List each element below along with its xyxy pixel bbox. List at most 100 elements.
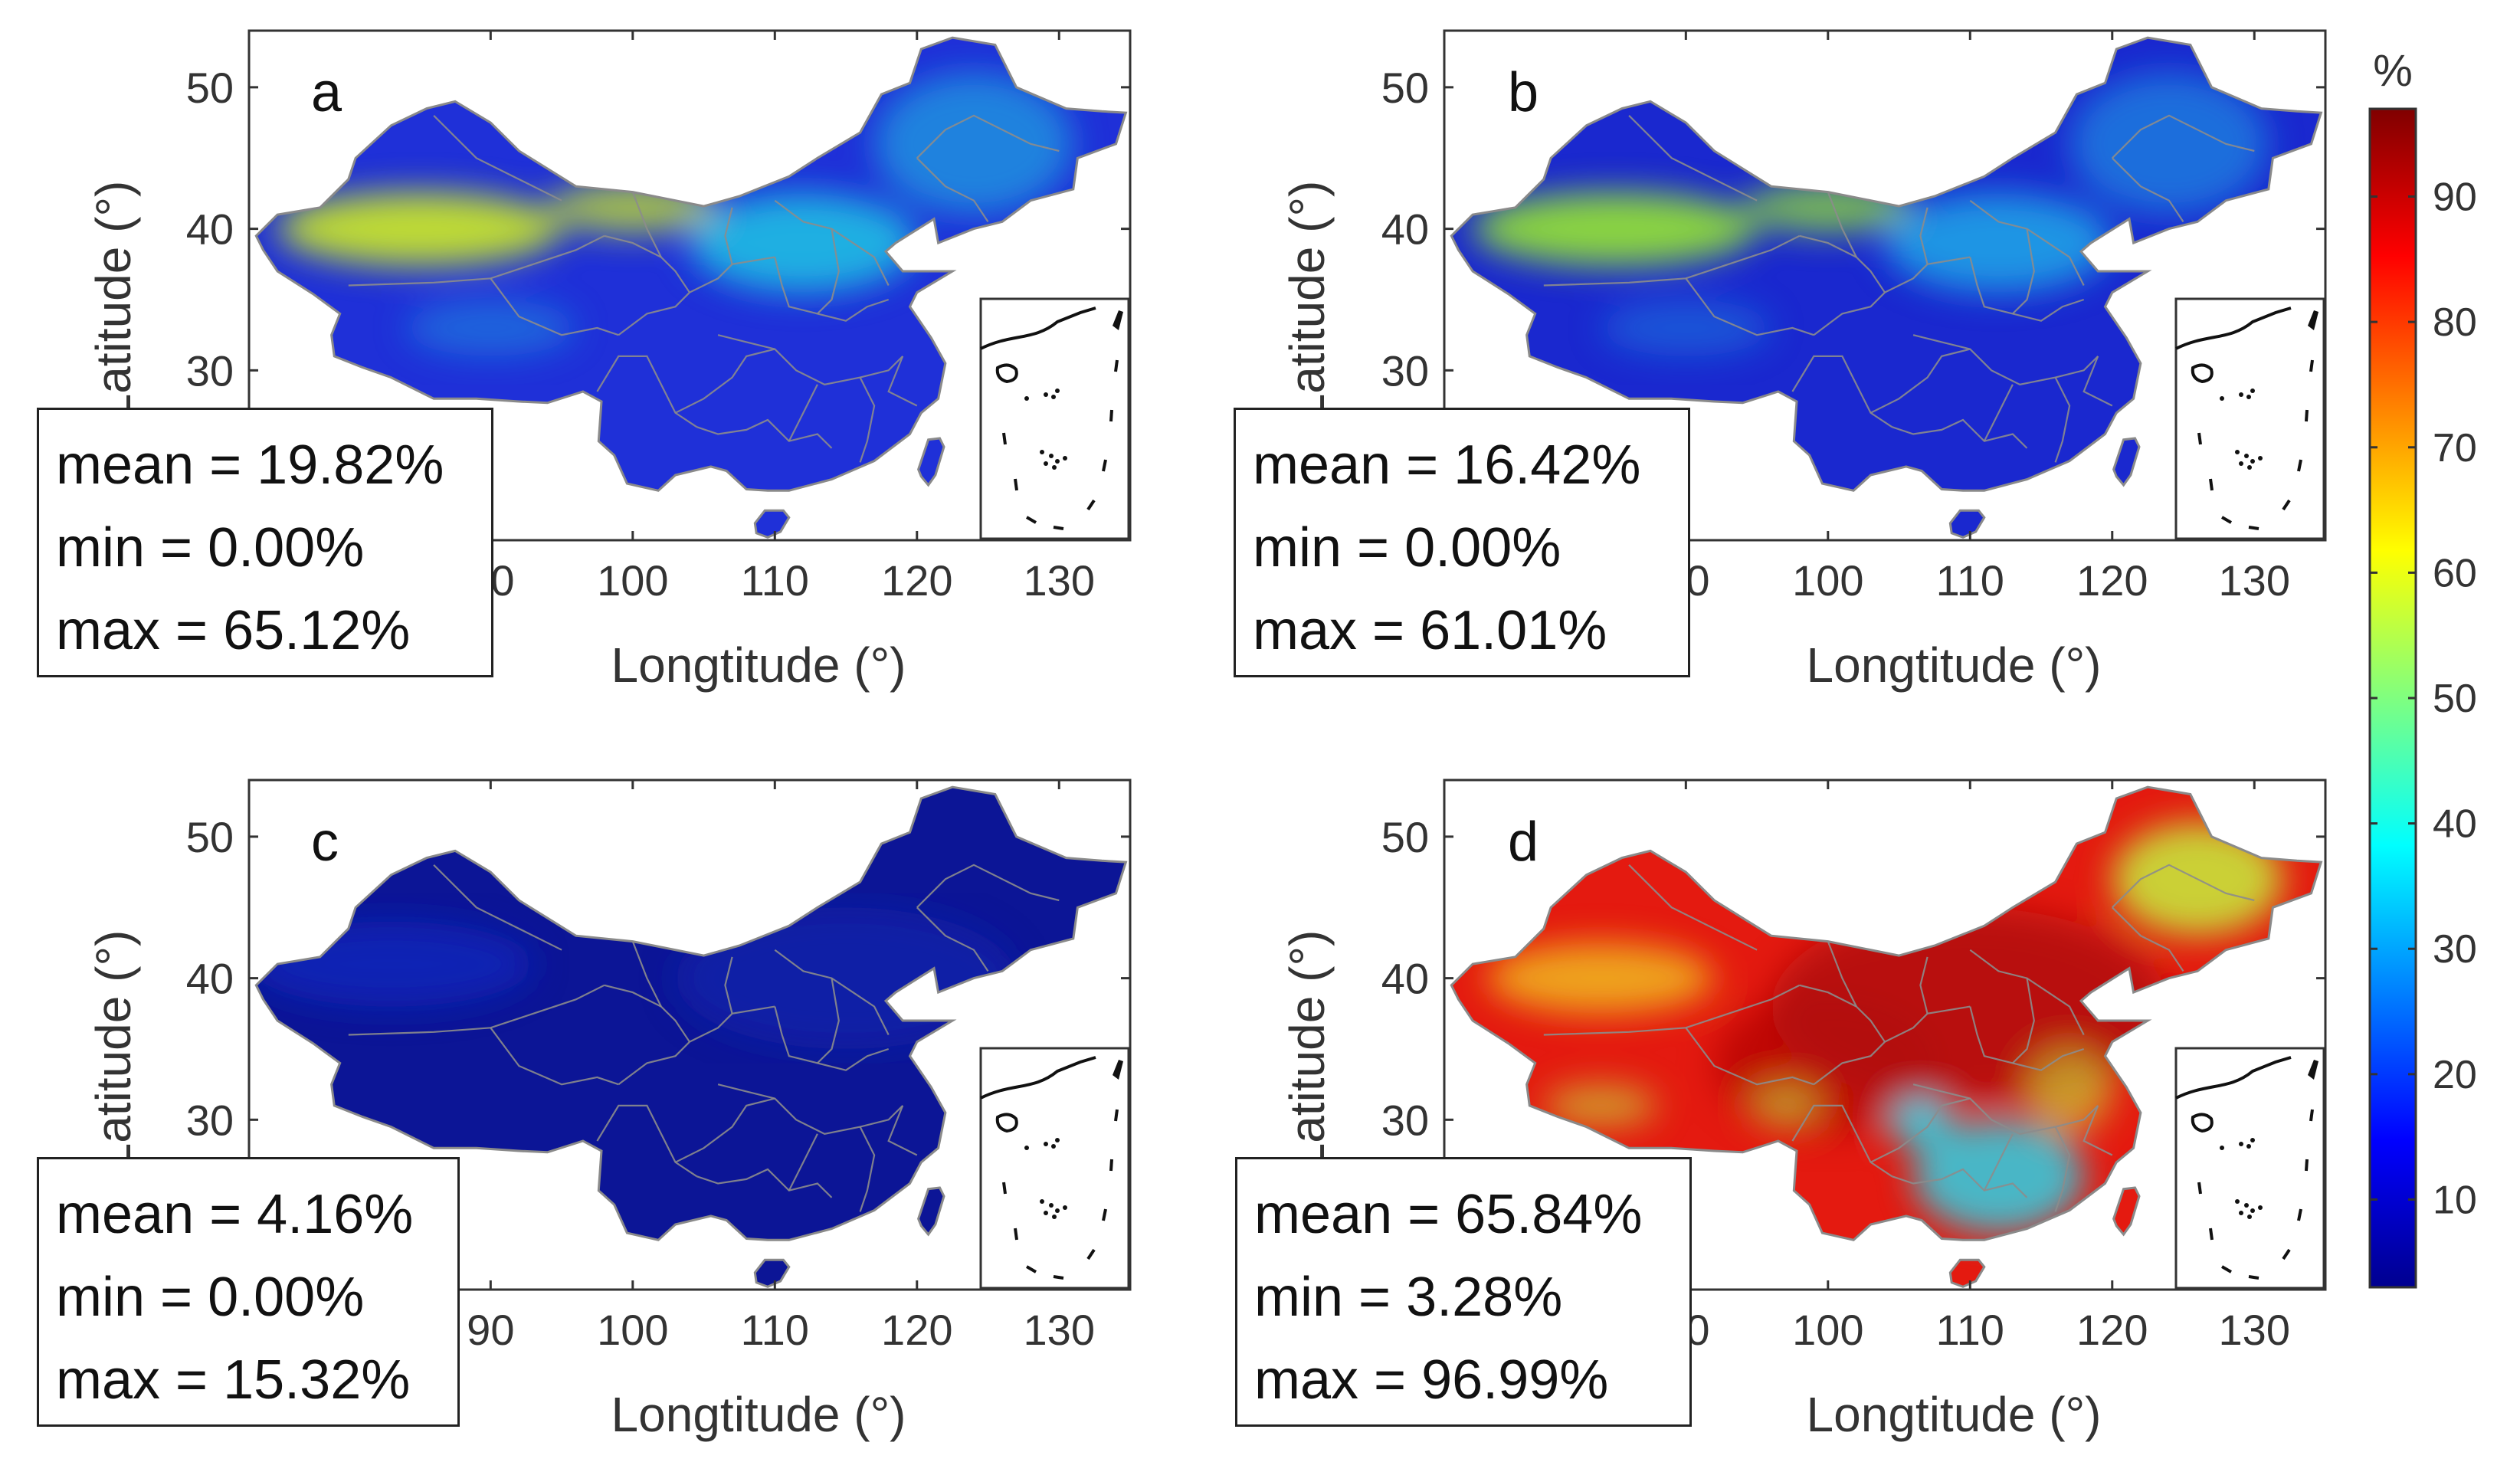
- province-boundary: [2012, 978, 2035, 1064]
- province-boundary: [1543, 984, 1801, 1036]
- province-boundary: [1969, 949, 2085, 1035]
- inset-island: [1063, 456, 1067, 461]
- province-boundary: [788, 384, 818, 442]
- x-tick-label: 130: [1024, 1306, 1095, 1354]
- stat-mean-b: mean = 16.42%: [1253, 434, 1641, 496]
- inset-coastline: [2175, 306, 2292, 350]
- inset-dash-line: [1102, 1208, 1107, 1221]
- map-outline-c: [254, 785, 1128, 1241]
- inset-island: [1044, 1211, 1048, 1215]
- y-tick-label: 50: [186, 64, 234, 112]
- map-hainan-a: [753, 509, 791, 539]
- x-tick-label: 110: [1936, 1306, 2004, 1354]
- province-boundary: [788, 1133, 818, 1192]
- province-boundary: [631, 941, 662, 1008]
- inset-dash-line: [1025, 1265, 1037, 1274]
- inset-dash-line: [1002, 1182, 1007, 1195]
- y-tick-label: 40: [186, 955, 234, 1003]
- panel-letter-b: b: [1508, 62, 1539, 123]
- inset-dash-line: [1109, 409, 1113, 422]
- x-axis-label: Longtitude (°): [611, 638, 906, 693]
- province-boundary: [348, 234, 605, 287]
- inset-taiwan: [2308, 1060, 2318, 1080]
- x-tick-label: 110: [741, 1306, 809, 1354]
- map-blob: [547, 182, 719, 234]
- province-boundary: [348, 984, 605, 1036]
- province-boundary: [916, 157, 989, 223]
- stat-min-a: min = 0.00%: [56, 517, 365, 579]
- colorbar-tick-label: 10: [2433, 1178, 2477, 1222]
- stats-box-c: mean = 4.16% min = 0.00% max = 15.32%: [37, 1157, 460, 1427]
- province-boundary: [1827, 941, 1857, 1008]
- x-tick-label: 100: [1792, 556, 1863, 605]
- y-axis-label: Latitude (°): [1280, 930, 1335, 1171]
- province-boundary: [2083, 356, 2113, 407]
- axes-frame-b: [1443, 29, 2327, 542]
- inset-hainan: [2191, 363, 2214, 384]
- inset-island: [1063, 1205, 1067, 1210]
- inset-island: [1055, 1208, 1060, 1213]
- map-blob: [1486, 942, 1715, 1014]
- inset-island: [1044, 392, 1048, 397]
- province-boundary: [490, 1027, 619, 1086]
- inset-dash-line: [2282, 499, 2291, 511]
- province-boundary: [596, 1104, 697, 1178]
- inset-island: [1051, 1144, 1056, 1149]
- province-boundary: [1912, 1083, 2099, 1135]
- map-taiwan-d: [2112, 1186, 2141, 1237]
- inset-dash-line: [2220, 1265, 2233, 1274]
- stat-mean-a: mean = 19.82%: [56, 434, 444, 496]
- inset-island: [2239, 461, 2243, 466]
- province-boundary: [433, 115, 562, 202]
- province-boundary: [2112, 906, 2184, 972]
- y-tick-label: 30: [1381, 1096, 1429, 1144]
- inset-island: [1044, 1142, 1048, 1146]
- inset-dash-line: [2248, 526, 2259, 530]
- y-tick-label: 50: [1381, 813, 1429, 861]
- inset-dash-line: [2309, 1109, 2314, 1122]
- inset-coastline: [980, 306, 1096, 350]
- inset-dash-line: [1014, 478, 1018, 491]
- y-tick-label: 30: [186, 346, 234, 395]
- inset-dash-line: [1114, 1109, 1119, 1122]
- map-blob: [1749, 1084, 1821, 1127]
- map-blob: [1601, 299, 1771, 356]
- province-boundary: [859, 377, 876, 463]
- inset-dash-line: [2220, 516, 2233, 524]
- axes-frame-a: [247, 29, 1132, 542]
- y-tick-label: 30: [1381, 346, 1429, 395]
- map-blob: [690, 193, 917, 293]
- stat-min-b: min = 0.00%: [1253, 517, 1561, 579]
- x-axis-label: Longtitude (°): [1807, 638, 2102, 693]
- map-blob: [256, 921, 533, 1007]
- province-boundary: [916, 114, 1060, 159]
- colorbar-tick-label: 80: [2433, 300, 2477, 345]
- inset-hainan: [995, 363, 1018, 384]
- map-blob: [1473, 192, 1758, 266]
- inset-island: [2235, 1199, 2240, 1204]
- inset-island: [1052, 465, 1057, 470]
- province-boundary: [490, 277, 619, 336]
- province-boundary: [675, 348, 775, 414]
- colorbar-tick-label: 40: [2433, 802, 2477, 847]
- province-boundary: [717, 1083, 903, 1135]
- map-taiwan-a: [917, 437, 945, 487]
- inset-island: [2220, 1146, 2224, 1150]
- stat-mean-d: mean = 65.84%: [1254, 1184, 1643, 1245]
- inset-island: [2239, 392, 2243, 397]
- stat-max-c: max = 15.32%: [56, 1349, 411, 1411]
- province-boundary: [1919, 956, 1929, 1015]
- inset-coastline: [2175, 1056, 2292, 1100]
- province-boundary: [817, 978, 840, 1064]
- map-blob: [874, 73, 1073, 215]
- province-boundary: [774, 199, 890, 286]
- map-hainan-c: [753, 1258, 791, 1288]
- province-boundary: [1983, 1133, 2014, 1192]
- province-boundary: [724, 956, 733, 1015]
- y-tick-label: 50: [186, 813, 234, 861]
- x-tick-label: 130: [2219, 556, 2290, 605]
- inset-island: [2239, 1211, 2243, 1215]
- province-boundary: [887, 356, 918, 407]
- stat-mean-c: mean = 4.16%: [56, 1184, 414, 1245]
- inset-dash-line: [1053, 526, 1064, 530]
